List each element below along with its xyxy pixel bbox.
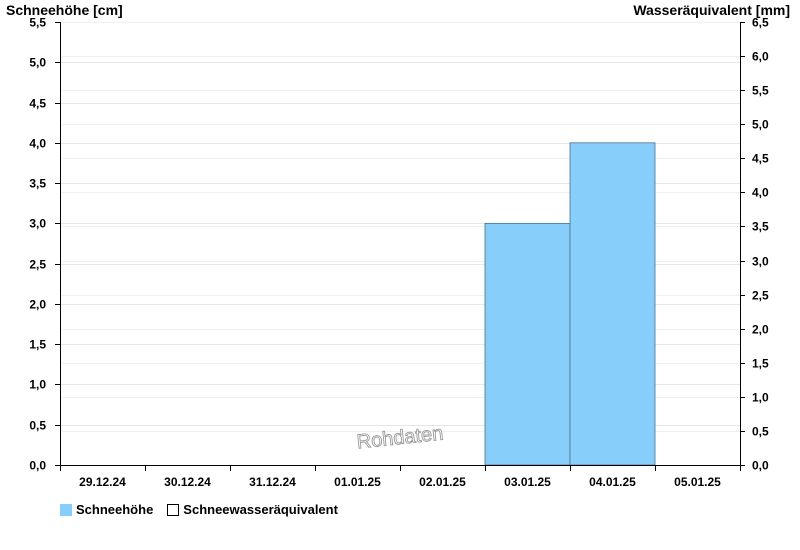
legend-label-schneewasseraequivalent: Schneewasseräquivalent xyxy=(183,502,338,517)
left-axis-title: Schneehöhe [cm] xyxy=(6,2,123,18)
left-tick-label: 0,5 xyxy=(29,419,46,433)
bar xyxy=(484,222,571,466)
left-tick-label: 3,0 xyxy=(29,217,46,231)
right-tick-label: 1,5 xyxy=(752,357,769,371)
legend-swatch-schneehoehe xyxy=(60,503,72,516)
left-tick-label: 2,5 xyxy=(29,258,46,272)
axes xyxy=(55,22,745,471)
legend: Schneehöhe Schneewasseräquivalent xyxy=(60,502,352,517)
x-tick-label: 03.01.25 xyxy=(504,475,551,489)
x-tick-label: 05.01.25 xyxy=(674,475,721,489)
x-tick-label: 01.01.25 xyxy=(334,475,381,489)
left-tick-label: 4,0 xyxy=(29,137,46,151)
right-tick-label: 3,5 xyxy=(752,220,769,234)
left-tick-labels: 0,0 0,5 1,0 1,5 2,0 2,5 3,0 3,5 4,0 4,5 5,0 5,5 xyxy=(29,16,46,473)
right-tick-label: 1,0 xyxy=(752,391,769,405)
right-tick-label: 6,5 xyxy=(752,16,769,30)
left-tick-label: 5,0 xyxy=(29,56,46,70)
x-tick-labels: 29.12.24 30.12.24 31.12.24 01.01.25 02.01.25… xyxy=(79,475,721,489)
right-tick-label: 0,5 xyxy=(752,425,769,439)
right-tick-label: 4,5 xyxy=(752,152,769,166)
right-axis-title: Wasseräquivalent [mm] xyxy=(633,2,790,18)
right-tick-label: 5,0 xyxy=(752,118,769,132)
x-tick-label: 04.01.25 xyxy=(589,475,636,489)
bars xyxy=(484,142,656,466)
left-tick-label: 4,5 xyxy=(29,97,46,111)
right-tick-label: 0,0 xyxy=(752,459,769,473)
right-tick-labels: 0,0 0,5 1,0 1,5 2,0 2,5 3,0 3,5 4,0 4,5 5,0 5,5 6,0 6… xyxy=(752,16,769,473)
right-tick-label: 6,0 xyxy=(752,50,769,64)
right-tick-label: 4,0 xyxy=(752,186,769,200)
legend-label-schneehoehe: Schneehöhe xyxy=(76,502,154,517)
x-tick-label: 29.12.24 xyxy=(79,475,126,489)
right-tick-label: 5,5 xyxy=(752,84,769,98)
left-tick-label: 1,0 xyxy=(29,378,46,392)
left-tick-label: 2,0 xyxy=(29,298,46,312)
watermark: Rohdaten xyxy=(356,423,445,454)
right-tick-label: 2,0 xyxy=(752,323,769,337)
left-tick-label: 5,5 xyxy=(29,16,46,30)
left-tick-label: 1,5 xyxy=(29,338,46,352)
right-tick-label: 3,0 xyxy=(752,255,769,269)
x-tick-label: 31.12.24 xyxy=(249,475,296,489)
right-tick-label: 2,5 xyxy=(752,289,769,303)
x-tick-label: 02.01.25 xyxy=(419,475,466,489)
left-tick-label: 3,5 xyxy=(29,177,46,191)
x-tick-label: 30.12.24 xyxy=(164,475,211,489)
legend-item-schneewasseraequivalent: Schneewasseräquivalent xyxy=(167,502,338,517)
left-tick-label: 0,0 xyxy=(29,459,46,473)
bar xyxy=(569,142,656,466)
legend-item-schneehoehe: Schneehöhe xyxy=(60,502,153,517)
legend-swatch-schneewasseraequivalent xyxy=(167,503,180,516)
